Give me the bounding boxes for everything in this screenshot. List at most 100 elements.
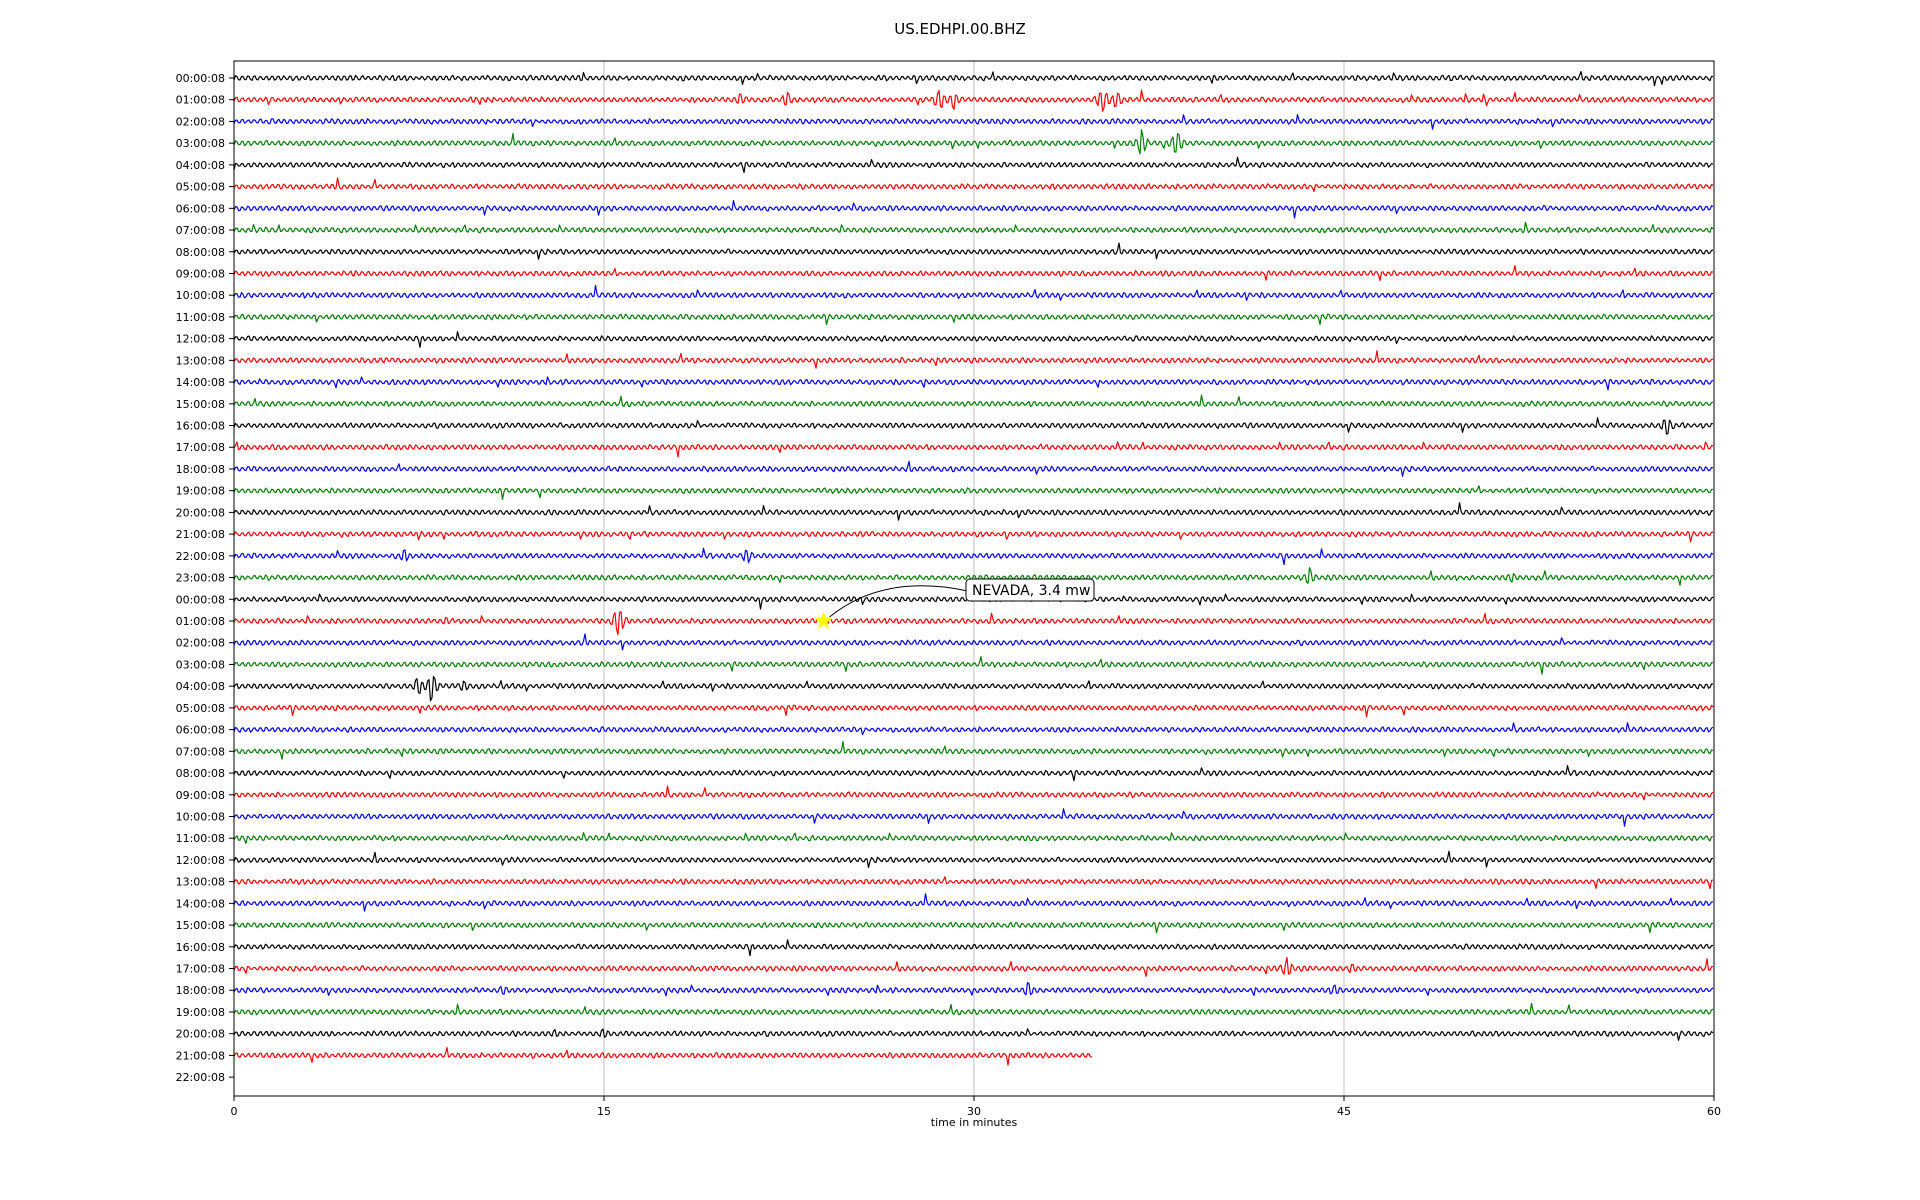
trace-line — [233, 441, 1714, 458]
y-tick-label: 04:00:08 — [176, 680, 225, 693]
y-tick-label: 17:00:08 — [176, 441, 225, 454]
trace-line — [233, 417, 1714, 435]
y-tick-label: 02:00:08 — [176, 115, 225, 128]
y-tick-label: 15:00:08 — [176, 398, 225, 411]
y-tick-label: 20:00:08 — [176, 1028, 225, 1041]
y-tick-label: 02:00:08 — [176, 637, 225, 650]
trace-line — [233, 832, 1714, 844]
y-tick-label: 18:00:08 — [176, 984, 225, 997]
trace-line — [233, 331, 1714, 348]
y-tick-label: 13:00:08 — [176, 354, 225, 367]
y-tick-label: 14:00:08 — [176, 897, 225, 910]
trace-line — [233, 89, 1714, 112]
y-tick-label: 19:00:08 — [176, 485, 225, 498]
trace-line — [233, 460, 1714, 477]
x-axis-label: time in minutes — [930, 1116, 1018, 1129]
y-tick-label: 21:00:08 — [176, 528, 225, 541]
trace-line — [233, 177, 1714, 193]
trace-line — [233, 722, 1714, 736]
trace-line — [233, 785, 1714, 801]
x-tick-label: 15 — [597, 1105, 611, 1118]
y-tick-label: 01:00:08 — [176, 94, 225, 107]
trace-line — [233, 765, 1714, 782]
y-tick-label: 05:00:08 — [176, 702, 225, 715]
y-tick-label: 16:00:08 — [176, 420, 225, 433]
trace-line — [233, 313, 1714, 326]
y-tick-label: 16:00:08 — [176, 941, 225, 954]
trace-line — [233, 242, 1714, 260]
y-tick-label: 03:00:08 — [176, 137, 225, 150]
y-tick-label: 21:00:08 — [176, 1049, 225, 1062]
y-tick-label: 10:00:08 — [176, 810, 225, 823]
y-tick-label: 23:00:08 — [176, 572, 225, 585]
trace-line — [233, 921, 1714, 934]
y-tick-label: 08:00:08 — [176, 246, 225, 259]
y-tick-label: 14:00:08 — [176, 376, 225, 389]
trace-line — [233, 656, 1714, 675]
y-tick-label: 01:00:08 — [176, 615, 225, 628]
trace-line — [233, 199, 1714, 219]
y-tick-label: 22:00:08 — [176, 1071, 225, 1084]
y-tick-label: 13:00:08 — [176, 876, 225, 889]
trace-line — [233, 530, 1714, 543]
trace-line — [233, 376, 1714, 391]
trace-line — [233, 876, 1714, 890]
y-tick-label: 22:00:08 — [176, 550, 225, 563]
y-tick-label: 18:00:08 — [176, 463, 225, 476]
trace-line — [233, 1028, 1714, 1041]
x-tick-label: 45 — [1337, 1105, 1351, 1118]
x-tick-label: 0 — [231, 1105, 238, 1118]
trace-line — [233, 114, 1714, 130]
annotation-arrow — [829, 585, 969, 618]
trace-line — [233, 265, 1714, 281]
trace-line — [233, 741, 1714, 760]
x-tick-label: 60 — [1707, 1105, 1721, 1118]
y-tick-label: 12:00:08 — [176, 854, 225, 867]
trace-line — [233, 1002, 1714, 1016]
trace-line — [233, 485, 1714, 500]
trace-line — [233, 850, 1713, 868]
y-tick-label: 15:00:08 — [176, 919, 225, 932]
trace-line — [233, 502, 1714, 521]
y-tick-label: 11:00:08 — [176, 832, 225, 845]
chart-title: US.EDHPI.00.BHZ — [894, 20, 1026, 38]
trace-line — [233, 284, 1714, 301]
x-tick-label: 30 — [967, 1105, 981, 1118]
y-tick-label: 06:00:08 — [176, 724, 225, 737]
y-tick-label: 11:00:08 — [176, 311, 225, 324]
y-tick-label: 03:00:08 — [176, 658, 225, 671]
trace-line — [233, 808, 1714, 827]
y-tick-label: 17:00:08 — [176, 963, 225, 976]
trace-line — [233, 704, 1714, 718]
annotation-box — [965, 578, 1095, 602]
y-tick-label: 05:00:08 — [176, 181, 225, 194]
trace-line — [233, 221, 1714, 234]
trace-line — [233, 350, 1714, 369]
y-tick-label: 00:00:08 — [176, 72, 225, 85]
annotation-label: NEVADA, 3.4 mw — [972, 583, 1090, 599]
trace-line — [233, 129, 1714, 155]
trace-line — [233, 939, 1714, 957]
y-tick-label: 06:00:08 — [176, 202, 225, 215]
y-tick-label: 10:00:08 — [176, 289, 225, 302]
event-star-marker — [814, 611, 833, 629]
trace-line — [233, 71, 1714, 87]
trace-line — [233, 611, 1714, 635]
y-tick-label: 07:00:08 — [176, 745, 225, 758]
trace-line — [233, 567, 1714, 586]
y-tick-label: 12:00:08 — [176, 333, 225, 346]
trace-line — [233, 394, 1714, 408]
trace-line — [233, 982, 1714, 997]
trace-line — [233, 547, 1714, 566]
y-tick-label: 19:00:08 — [176, 1006, 225, 1019]
y-tick-label: 04:00:08 — [176, 159, 225, 172]
y-tick-label: 07:00:08 — [176, 224, 225, 237]
trace-line — [233, 1047, 1092, 1066]
y-tick-label: 00:00:08 — [176, 593, 225, 606]
trace-line — [233, 675, 1714, 702]
y-tick-label: 09:00:08 — [176, 789, 225, 802]
y-tick-label: 08:00:08 — [176, 767, 225, 780]
trace-line — [233, 156, 1714, 174]
trace-line — [233, 633, 1714, 651]
